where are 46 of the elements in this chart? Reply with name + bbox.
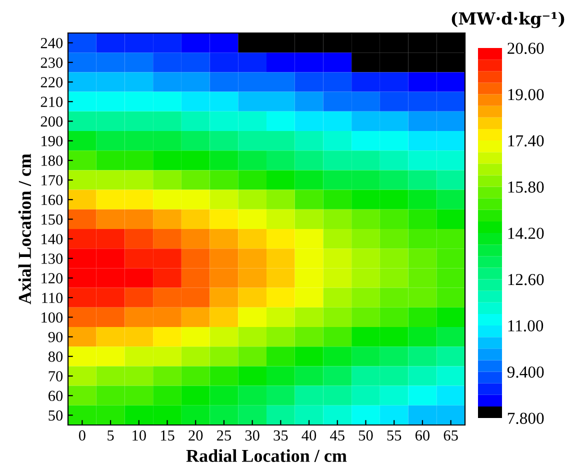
x-axis-title: Radial Location / cm	[186, 449, 347, 462]
x-tick-label: 60	[415, 430, 430, 441]
y-axis-title: Axial Location / cm	[18, 154, 31, 304]
y-tick-label: 220	[40, 77, 63, 88]
x-tick-label: 55	[387, 430, 402, 441]
color-bar-label: 9.400	[507, 366, 544, 378]
color-bar-label: 17.40	[508, 135, 544, 147]
y-tick-label: 240	[40, 38, 63, 48]
x-tick-label: 45	[330, 430, 344, 441]
color-bar-label: 15.80	[508, 181, 544, 193]
color-bar-label: 7.800	[508, 412, 544, 424]
x-tick-label: 15	[160, 430, 174, 441]
x-tick-label: 40	[302, 430, 316, 441]
color-bar-label: 20.60	[508, 42, 544, 54]
x-tick-label: 20	[188, 430, 203, 441]
x-tick-label: 50	[359, 430, 373, 441]
color-bar-label: 14.20	[508, 228, 544, 240]
color-bar-label: 19.00	[508, 88, 544, 100]
x-tick-label: 0	[78, 430, 86, 441]
y-tick-label: 230	[40, 58, 63, 68]
x-tick-label: 30	[245, 430, 260, 441]
y-tick-label: 210	[40, 96, 63, 108]
y-tick-label: 140	[42, 234, 63, 244]
color-bar-title: (MW·d·kg⁻¹)	[452, 12, 564, 28]
y-tick-label: 180	[42, 156, 63, 166]
y-tick-label: 80	[48, 352, 63, 362]
y-tick-label: 150	[42, 214, 63, 225]
x-tick-label: 25	[216, 430, 232, 441]
y-tick-label: 110	[42, 292, 63, 304]
y-tick-label: 60	[48, 390, 63, 402]
y-tick-label: 130	[42, 254, 63, 264]
y-tick-label: 50	[48, 410, 63, 421]
x-tick-label: 35	[274, 430, 288, 441]
y-tick-label: 190	[42, 136, 63, 146]
y-tick-label: 200	[40, 116, 63, 127]
y-tick-label: 120	[42, 273, 63, 284]
y-tick-label: 100	[42, 312, 63, 323]
color-bar-label: 11.00	[508, 320, 544, 332]
y-tick-label: 160	[42, 194, 63, 206]
y-tick-label: 70	[48, 371, 63, 382]
y-tick-label: 170	[42, 175, 63, 186]
x-tick-label: 5	[108, 430, 114, 441]
y-tick-label: 90	[48, 332, 63, 342]
color-bar-label: 12.60	[508, 274, 544, 286]
x-tick-label: 65	[444, 430, 458, 441]
x-tick-label: 10	[132, 430, 146, 441]
